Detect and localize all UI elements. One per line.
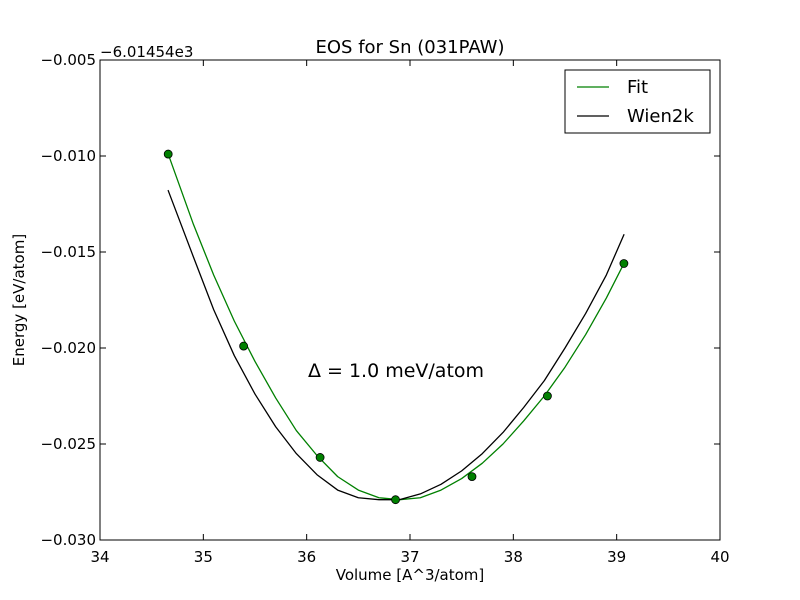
y-offset-label: −6.01454e3 [100, 43, 193, 61]
series-points [163, 149, 629, 505]
y-tick-label: −0.020 [40, 339, 96, 357]
chart-title: EOS for Sn (031PAW) [316, 37, 505, 58]
data-point [619, 259, 629, 268]
plot-frame [99, 59, 721, 541]
y-tick-label: −0.010 [40, 147, 96, 165]
plot-area [99, 59, 721, 541]
x-tick-label: 37 [400, 548, 419, 566]
y-tick-label: −0.030 [40, 531, 96, 549]
legend: Fit Wien2k [564, 69, 711, 134]
x-tick-label: 35 [194, 548, 213, 566]
legend-label-fit: Fit [627, 77, 648, 98]
legend-label-wien2k: Wien2k [627, 106, 694, 127]
y-tick-label: −0.015 [40, 243, 96, 261]
y-axis-ticks: −0.030 −0.025 −0.020 −0.015 −0.010 −0.005 [40, 51, 720, 549]
data-point [315, 453, 325, 462]
y-axis-label: Energy [eV/atom] [10, 234, 28, 366]
x-axis-ticks: 34 35 36 37 38 39 40 [90, 60, 730, 566]
x-axis-label: Volume [A^3/atom] [336, 566, 485, 584]
legend-box [564, 69, 711, 134]
y-tick-label: −0.005 [40, 51, 96, 69]
data-point [467, 472, 477, 482]
x-tick-label: 40 [710, 548, 729, 566]
delta-annotation: Δ = 1.0 meV/atom [308, 360, 484, 382]
x-tick-label: 39 [607, 548, 626, 566]
x-tick-label: 38 [504, 548, 523, 566]
data-point [163, 149, 173, 159]
data-point [543, 391, 552, 401]
y-tick-label: −0.025 [40, 435, 96, 453]
x-tick-label: 36 [297, 548, 316, 566]
data-point [239, 341, 249, 351]
x-tick-label: 34 [90, 548, 109, 566]
data-point [391, 495, 400, 505]
